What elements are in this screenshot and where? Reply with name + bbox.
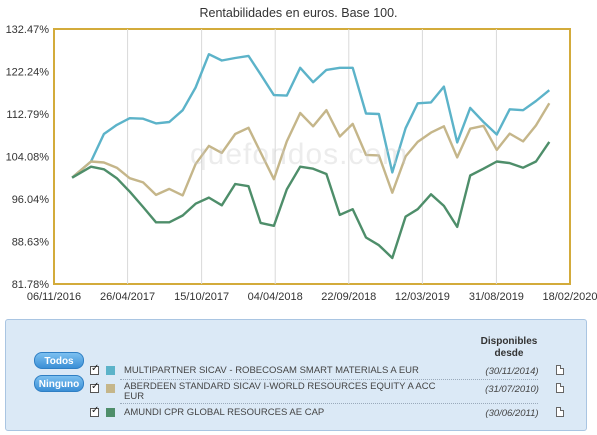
fund-since-date: (30/06/2011) — [485, 408, 539, 419]
series-line-1 — [71, 53, 551, 179]
select-all-button[interactable]: Todos — [34, 352, 84, 369]
x-tick-label: 18/02/2020 — [542, 291, 597, 303]
legend-panel: Todos Ninguno Disponibles desde MULTIPAR… — [5, 319, 587, 431]
fund-checkbox[interactable] — [90, 363, 99, 375]
fund-row: AMUNDI CPR GLOBAL RESOURCES AE CAP (30/0… — [90, 405, 568, 422]
fund-checkbox[interactable] — [90, 381, 99, 393]
y-tick-label: 81.78% — [12, 279, 50, 291]
fund-name: ABERDEEN STANDARD SICAV I-WORLD RESOURCE… — [124, 381, 436, 402]
plot-area — [53, 28, 571, 285]
x-tick-label: 04/04/2018 — [248, 291, 303, 303]
y-tick-label: 132.47% — [6, 24, 50, 36]
fund-color-swatch — [106, 408, 115, 417]
fund-row: MULTIPARTNER SICAV - ROBECOSAM SMART MAT… — [90, 363, 568, 380]
series-line-2 — [71, 102, 551, 197]
series-lines — [71, 53, 551, 260]
row-divider — [120, 403, 538, 404]
x-tick-label: 15/10/2017 — [174, 291, 229, 303]
fund-checkbox[interactable] — [90, 405, 99, 417]
row-divider — [120, 379, 538, 380]
fund-name: MULTIPARTNER SICAV - ROBECOSAM SMART MAT… — [124, 365, 419, 376]
document-icon[interactable] — [556, 365, 564, 375]
y-tick-label: 104.08% — [6, 152, 50, 164]
available-since-header: Disponibles desde — [480, 336, 538, 359]
fund-since-date: (31/07/2010) — [485, 384, 539, 395]
fund-since-date: (30/11/2014) — [485, 366, 539, 377]
fund-color-swatch — [106, 366, 115, 375]
fund-row: ABERDEEN STANDARD SICAV I-WORLD RESOURCE… — [90, 381, 568, 404]
chart-title: Rentabilidades en euros. Base 100. — [199, 6, 398, 20]
chart-canvas: 132.47% 122.24% 112.79% 104.08% 96.04% 88.63%… — [6, 24, 597, 303]
y-tick-label: 122.24% — [6, 66, 50, 78]
fund-color-swatch — [106, 384, 115, 393]
fund-name: AMUNDI CPR GLOBAL RESOURCES AE CAP — [124, 407, 325, 418]
y-axis-ticks: 132.47% 122.24% 112.79% 104.08% 96.04% 88.63%… — [6, 24, 50, 291]
y-tick-label: 88.63% — [12, 236, 50, 248]
x-tick-label: 12/03/2019 — [395, 291, 450, 303]
x-tick-label: 06/11/2016 — [27, 291, 81, 303]
x-tick-label: 26/04/2017 — [100, 291, 155, 303]
x-tick-label: 22/09/2018 — [321, 291, 376, 303]
select-none-button[interactable]: Ninguno — [34, 375, 84, 392]
document-icon[interactable] — [556, 383, 564, 393]
x-axis-ticks: 06/11/2016 26/04/2017 15/10/2017 04/04/2018… — [27, 291, 597, 303]
series-line-3 — [71, 141, 551, 260]
y-tick-label: 112.79% — [6, 109, 49, 121]
x-tick-label: 31/08/2019 — [469, 291, 524, 303]
y-tick-label: 96.04% — [12, 194, 50, 206]
document-icon[interactable] — [556, 407, 564, 417]
